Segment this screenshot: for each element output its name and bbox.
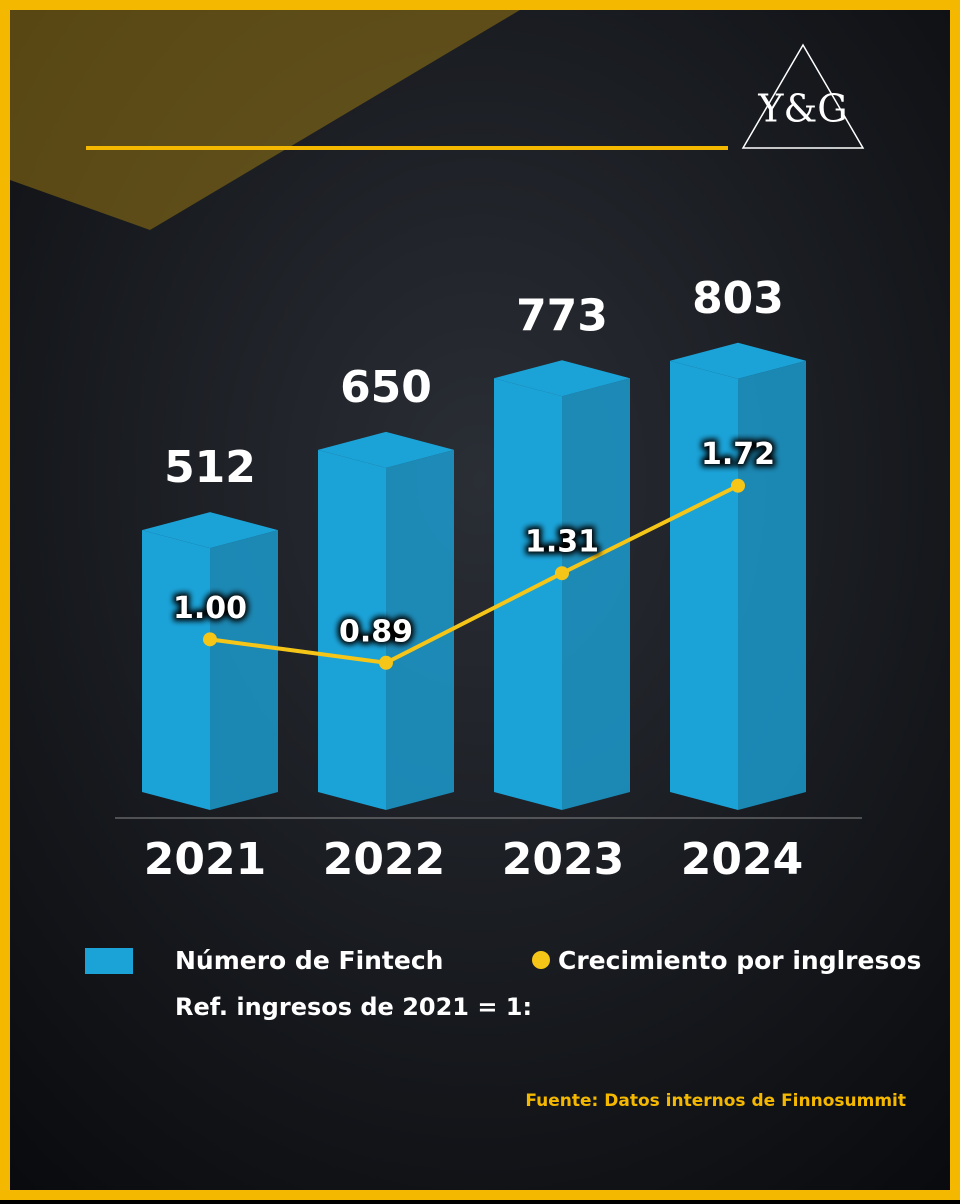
bar-left-face: [494, 378, 562, 810]
bar-value-label: 773: [516, 290, 608, 341]
line-value-glow: 0.89: [339, 614, 413, 649]
bar-top: [142, 512, 278, 549]
line-point: [203, 632, 217, 647]
legend-label: Número de Fintech: [175, 946, 443, 975]
bar: [142, 512, 278, 810]
legend-label: Crecimiento por inglresos: [558, 946, 921, 975]
logo: Y&G: [757, 87, 847, 131]
legend-marker: [532, 951, 550, 969]
note: Ref. ingresos de 2021 = 1:: [175, 993, 532, 1021]
x-tick-label: 2021: [144, 834, 266, 885]
line-point: [555, 566, 569, 581]
bar-left-face: [142, 530, 210, 810]
decor-shape: [10, 10, 520, 230]
line-value-glow: 1.72: [701, 437, 775, 472]
bar-right-face: [386, 449, 454, 810]
bar-left-face: [318, 449, 386, 810]
x-tick-label: 2023: [502, 834, 624, 885]
bar-top: [670, 342, 806, 379]
source: Fuente: Datos internos de Finnosummit: [525, 1091, 906, 1111]
bar-right-face: [562, 378, 630, 810]
line-value-label: 1.00: [173, 591, 247, 626]
line-value-label: 1.72: [701, 437, 775, 472]
x-tick-label: 2024: [681, 834, 803, 885]
bar-top: [318, 431, 454, 468]
line: [209, 483, 739, 665]
bar: [670, 342, 806, 810]
line-point: [731, 478, 745, 493]
bar-left-face: [670, 360, 738, 810]
bar-value-label: 650: [340, 362, 432, 413]
bar: [318, 431, 454, 810]
bar-value-label: 512: [164, 442, 256, 493]
line-point: [379, 655, 393, 670]
logo-triangle: [741, 43, 865, 149]
line-value-glow: 1.00: [173, 591, 247, 626]
bar-top: [494, 360, 630, 397]
legend-swatch: [85, 948, 133, 974]
line-value-glow: 1.31: [525, 525, 599, 560]
line-value-label: 0.89: [339, 614, 413, 649]
bar: [494, 360, 630, 810]
x-tick-label: 2022: [323, 834, 445, 885]
line-value-label: 1.31: [525, 525, 599, 560]
bar-value-label: 803: [692, 273, 784, 324]
bar-right-face: [738, 360, 806, 810]
bar-right-face: [210, 530, 278, 810]
